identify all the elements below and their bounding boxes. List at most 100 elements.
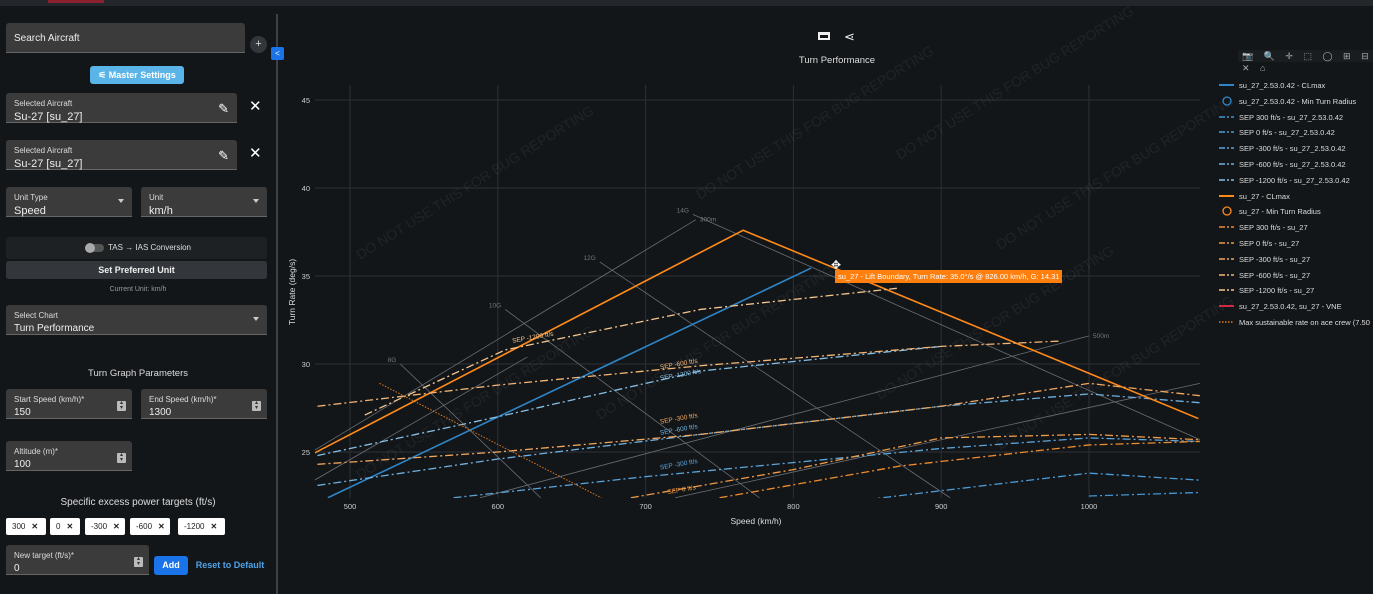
reference-line (599, 261, 951, 498)
legend-swatch-icon (1219, 194, 1234, 197)
x-tick-label: 500 (344, 502, 357, 511)
legend-label: SEP -300 ft/s - su_27_2.53.0.42 (1239, 144, 1346, 154)
legend-swatch-icon (1219, 258, 1234, 260)
legend-swatch-icon (1219, 163, 1234, 165)
selected-aircraft-field-1[interactable]: Selected Aircraft Su-27 [su_27] ✎ (6, 93, 237, 123)
legend-swatch-icon (1222, 206, 1232, 217)
new-target-input[interactable]: New target (ft/s)* 0 ▴ ▾ (6, 545, 149, 575)
close-icon[interactable]: ✕ (66, 522, 74, 531)
add-target-button[interactable]: Add (154, 556, 188, 575)
legend-swatch-icon (1219, 273, 1234, 276)
altitude-input[interactable]: Altitude (m)* 100 ▴ ▾ (6, 441, 132, 471)
series-line (327, 267, 812, 498)
tas-ias-toggle[interactable] (85, 243, 104, 253)
unit-type-select[interactable]: Unit Type Speed (6, 187, 132, 217)
y-axis-label: Turn Rate (deg/s) (287, 259, 297, 325)
field-label: Altitude (m)* (14, 447, 59, 456)
field-value: 0 (14, 563, 20, 574)
turn-params-heading: Turn Graph Parameters (88, 368, 188, 379)
sep-chip[interactable]: -1200 ✕ (178, 518, 225, 535)
x-tick-label: 600 (492, 502, 505, 511)
stepper-icon[interactable]: ▴ ▾ (117, 400, 126, 411)
watermark-text: DO NOT USE THIS FOR BUG REPORTING (693, 42, 936, 202)
legend-label: su_27_2.53.0.42, su_27 - VNE (1239, 302, 1342, 312)
field-value: km/h (149, 205, 173, 217)
legend-label: su_27 - Min Turn Radius (1239, 207, 1321, 217)
field-value: 150 (14, 407, 31, 418)
set-preferred-unit-button[interactable]: Set Preferred Unit (6, 261, 267, 279)
y-tick-label: 30 (302, 360, 310, 369)
reference-label: 500m (1093, 333, 1109, 340)
curve-label: SEP 0 ft/s (667, 484, 697, 496)
sliders-icon: ⚟ (98, 70, 109, 80)
stepper-icon[interactable]: ▴ ▾ (134, 556, 143, 567)
sidebar-divider[interactable] (276, 14, 278, 594)
curve-label: SEP -300 ft/s (660, 458, 700, 472)
watermark-text: DO NOT USE THIS FOR BUG REPORTING (873, 242, 1116, 402)
plot-modebar[interactable]: 📷 🔍 ✛ ⬚ ◯ ⊞ ⊟ ✕ ⌂ (1238, 50, 1373, 73)
legend-swatch-icon (1222, 96, 1232, 106)
field-label: Selected Aircraft (14, 146, 73, 155)
series-line (317, 340, 1060, 407)
reference-line (315, 356, 528, 481)
chip-label: 300 (12, 522, 26, 531)
reference-label: 14G (677, 207, 689, 214)
close-icon[interactable]: ✕ (31, 522, 39, 531)
chevron-down-icon (253, 199, 259, 203)
fullscreen-icon[interactable] (818, 32, 830, 40)
reset-to-default-button[interactable]: Reset to Default (195, 560, 265, 570)
legend-swatch-icon (1219, 179, 1234, 181)
series-line (719, 440, 1200, 498)
reference-line (399, 363, 541, 498)
select-chart-dropdown[interactable]: Select Chart Turn Performance (6, 305, 267, 335)
search-aircraft-input[interactable]: Search Aircraft (6, 23, 245, 53)
legend-label: SEP -600 ft/s - su_27 (1239, 270, 1311, 280)
legend-label: SEP -300 ft/s - su_27 (1239, 254, 1311, 264)
search-placeholder: Search Aircraft (14, 33, 80, 44)
watermark-text: DO NOT USE THIS FOR BUG REPORTING (593, 262, 836, 422)
field-label: Unit (149, 193, 164, 202)
collapse-sidebar-button[interactable]: < (271, 47, 284, 60)
master-settings-button[interactable]: ⚟ Master Settings (90, 66, 184, 84)
tas-ias-row: TAS → IAS Conversion (6, 237, 267, 259)
sep-chip[interactable]: -600 ✕ (130, 518, 170, 535)
x-axis-label: Speed (km/h) (730, 516, 781, 526)
series-line (874, 472, 1200, 498)
pencil-icon[interactable]: ✎ (218, 101, 229, 116)
remove-aircraft-2-close-icon[interactable]: ✕ (249, 145, 262, 162)
series-line (317, 345, 942, 457)
reference-line (675, 382, 1200, 498)
y-tick-label: 25 (302, 448, 310, 457)
sep-chip[interactable]: 0 ✕ (50, 518, 80, 535)
pencil-icon[interactable]: ✎ (218, 148, 229, 163)
close-icon[interactable]: ✕ (113, 522, 120, 531)
y-tick-label: 45 (302, 96, 310, 105)
unit-select[interactable]: Unit km/h (141, 187, 267, 217)
selected-aircraft-field-2[interactable]: Selected Aircraft Su-27 [su_27] ✎ (6, 140, 237, 170)
close-icon[interactable]: ✕ (210, 522, 218, 531)
watermark-text: DO NOT USE THIS FOR BUG REPORTING (993, 92, 1236, 252)
sep-chip[interactable]: 300 ✕ (6, 518, 46, 535)
sep-chip[interactable]: -300 ✕ (85, 518, 125, 535)
legend-swatch-icon (1219, 131, 1234, 134)
x-tick-label: 700 (639, 502, 652, 511)
end-speed-input[interactable]: End Speed (km/h)* 1300 ▴ ▾ (141, 389, 267, 419)
remove-aircraft-1-close-icon[interactable]: ✕ (249, 98, 262, 115)
reference-label: 8G (388, 357, 397, 364)
share-icon[interactable]: ⋖ (844, 29, 855, 44)
hover-tooltip: su_27 - Lift Boundary, Turn Rate: 35.0°/… (835, 270, 1063, 283)
reference-label: 300m (700, 217, 716, 224)
field-label: End Speed (km/h)* (149, 395, 217, 404)
stepper-icon[interactable]: ▴ ▾ (252, 400, 261, 411)
close-icon[interactable]: ✕ (158, 522, 165, 531)
start-speed-input[interactable]: Start Speed (km/h)* 150 ▴ ▾ (6, 389, 132, 419)
legend-swatch-icon (1219, 115, 1234, 118)
stepper-icon[interactable]: ▴ ▾ (117, 452, 126, 463)
y-tick-label: 40 (302, 184, 310, 193)
series-line (364, 287, 897, 416)
legend-swatch-icon (1219, 84, 1234, 86)
logo (48, 0, 104, 3)
legend-label: SEP 300 ft/s - su_27 (1239, 223, 1308, 233)
add-aircraft-button[interactable]: + (250, 36, 267, 53)
